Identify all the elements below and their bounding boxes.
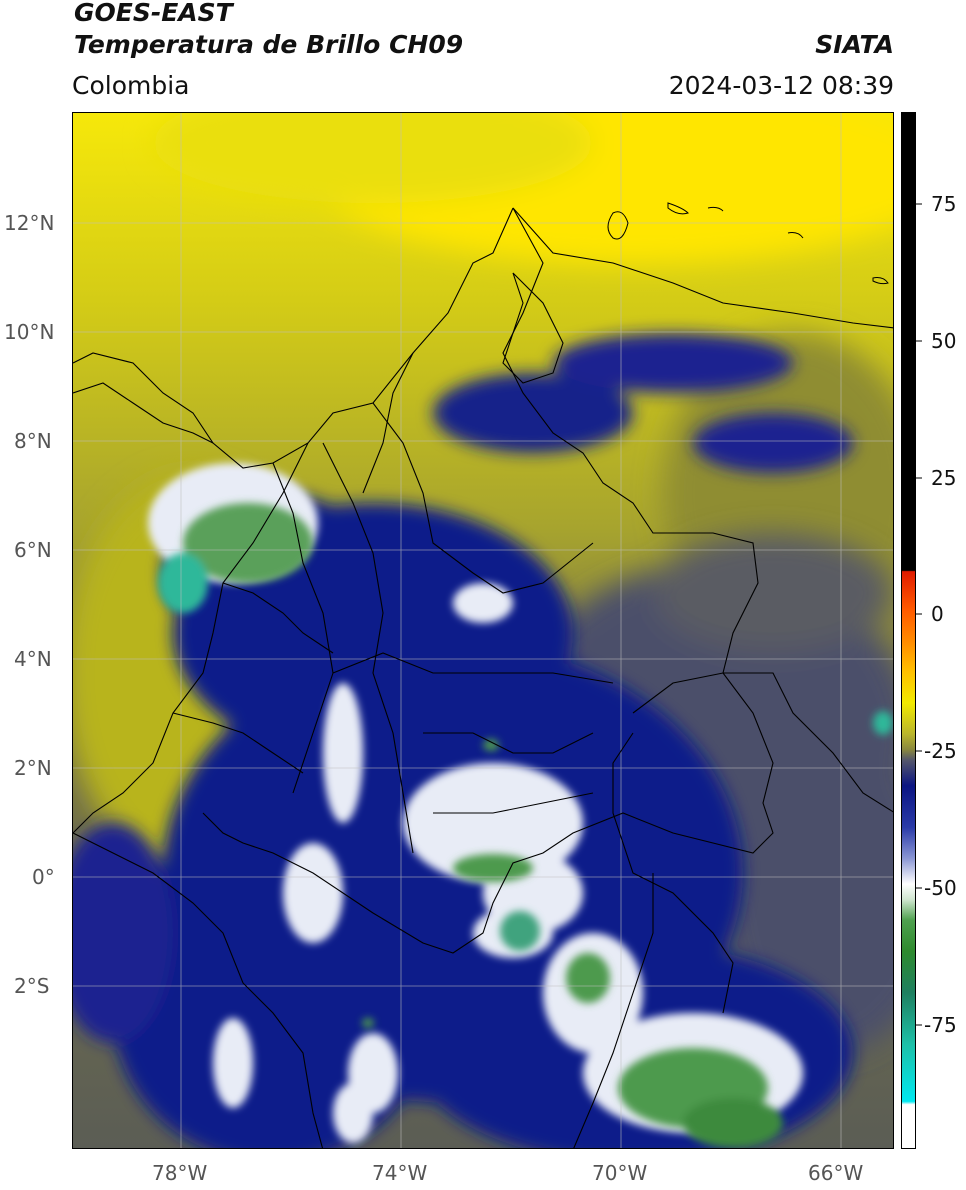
political-borders	[73, 207, 893, 1148]
temperature-colorbar	[901, 112, 916, 1149]
region-label: Colombia	[72, 71, 190, 100]
colorbar-tick-marks	[916, 203, 922, 1026]
colorbar-tick: 50	[931, 329, 957, 353]
lat-tick: 10°N	[4, 320, 55, 344]
coldest-tops	[158, 503, 893, 1148]
colorbar-tick: -25	[924, 739, 957, 763]
satellite-map	[72, 112, 894, 1149]
colorbar-tick: -75	[924, 1013, 957, 1037]
colorbar-tick: 75	[931, 192, 957, 216]
lat-tick: 6°N	[14, 538, 52, 562]
product-title: Temperatura de Brillo CH09	[74, 30, 464, 59]
lat-tick: 0°	[32, 865, 55, 889]
lon-tick: 70°W	[592, 1161, 648, 1185]
datetime-label: 2024-03-12 08:39	[668, 71, 894, 100]
lon-tick: 78°W	[152, 1161, 208, 1185]
map-canvas	[73, 113, 893, 1148]
lon-tick: 74°W	[372, 1161, 428, 1185]
lat-tick: 12°N	[4, 211, 55, 235]
lat-tick: 4°N	[14, 647, 52, 671]
colorbar-tick: 0	[931, 602, 944, 626]
lat-tick: 2°S	[14, 974, 50, 998]
lat-tick: 8°N	[14, 429, 52, 453]
agency-label: SIATA	[815, 30, 894, 59]
lat-tick: 2°N	[14, 756, 52, 780]
lon-tick: 66°W	[808, 1161, 864, 1185]
gridlines	[73, 113, 893, 1148]
islands	[607, 202, 889, 285]
satellite-title: GOES-EAST	[74, 0, 233, 27]
colorbar-tick: 25	[931, 466, 957, 490]
colorbar-tick: -50	[924, 876, 957, 900]
